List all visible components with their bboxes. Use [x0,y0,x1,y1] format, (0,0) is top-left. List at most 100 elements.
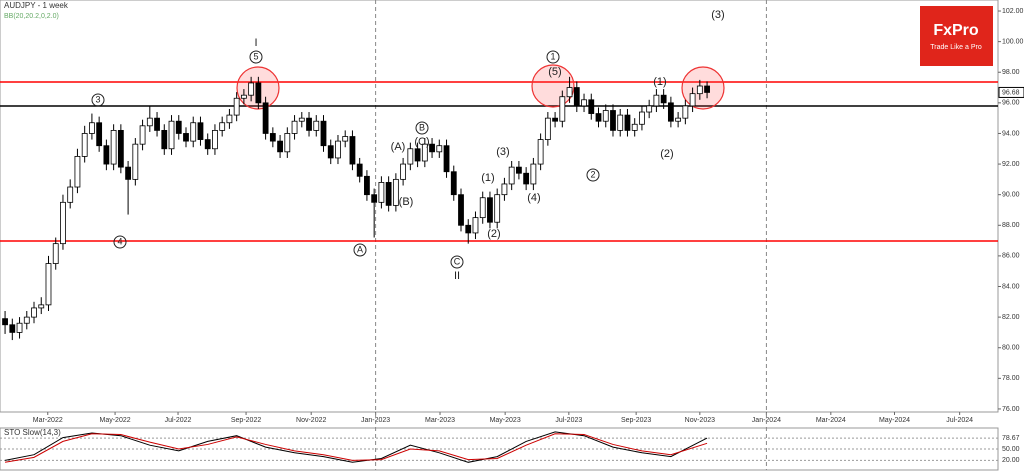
candle-body [552,117,558,122]
y-tick-label: 90.00 [1002,192,1020,199]
candle-body [400,163,407,180]
candle-body [269,133,276,142]
candle-body [465,224,472,234]
wave-label: (3) [711,9,724,21]
candle-body [255,82,262,104]
wave-label: C [454,256,461,266]
candle-body [414,148,421,162]
candle-body [696,85,703,95]
wave-label: 5 [253,51,258,61]
candle-body [566,87,573,98]
candle-body [74,156,81,188]
x-tick-label: Mar-2024 [816,417,846,424]
candle-body [327,145,334,159]
wave-label: 1 [550,51,555,61]
x-tick-label: Sep-2023 [621,417,651,424]
candle-body [544,117,551,140]
logo: FxPro [933,22,979,39]
candle-body [530,163,537,185]
x-tick-label: Jul-2024 [946,417,973,424]
x-tick-label: Nov-2023 [685,417,715,424]
candle-body [226,114,233,124]
candle-body [298,117,305,122]
candle-body [385,182,392,206]
wave-label: (A) [391,141,406,153]
candle-body [110,129,117,165]
candle-body [89,122,95,134]
candle-body [197,122,204,140]
candle-body [349,136,356,165]
y-tick-label: 82.00 [1002,314,1020,321]
wave-label: A [357,244,363,254]
y-tick-label: 100.00 [1002,38,1024,45]
candle-body [371,194,378,203]
y-tick-label: 98.00 [1002,69,1020,76]
candle-body [595,113,602,122]
wave-circle [586,168,600,182]
candle-body [320,120,327,147]
price-label: 96.68 [1002,89,1020,96]
candle-body [16,322,23,333]
y-tick-label: 88.00 [1002,222,1020,229]
candle-body [262,102,269,134]
candle-body [378,182,385,203]
candle-body [190,122,197,142]
candle-body [407,148,414,165]
x-tick-label: Sep-2022 [231,417,261,424]
candle-body [631,123,638,131]
candle-body [81,133,88,157]
candle-body [291,120,298,134]
candle-body [313,120,320,131]
wave-label: (1) [653,76,666,88]
candle-body [646,105,653,113]
candle-body [516,166,522,174]
candle-body [219,122,226,131]
plot-frame [0,0,999,413]
candle-body [523,172,530,185]
candle-body [60,201,66,245]
y-tick-label: 84.00 [1002,283,1020,290]
candle-body [450,171,457,196]
chart-subtitle: BB(20,20.2,0,2.0) [4,13,59,20]
candle-body [624,114,631,131]
candle-body [23,316,30,324]
candle-body [537,139,544,165]
y-tick-label: 96.00 [1002,100,1020,107]
y-tick-label: 94.00 [1002,130,1020,137]
candle-body [660,94,667,104]
candle-body [356,163,363,177]
x-tick-label: Jul-2023 [555,417,582,424]
x-tick-label: May-2022 [100,417,131,424]
candle-body [240,94,247,99]
x-tick-label: Mar-2023 [425,417,455,424]
y-tick-label: 86.00 [1002,253,1020,260]
y-tick-label: 78.00 [1002,375,1020,382]
indicator-line [4,433,708,463]
candle-body [443,145,450,173]
candle-body [132,143,139,180]
highlight-circle [681,66,725,110]
candle-body [610,110,616,131]
wave-label: I [254,37,257,49]
x-tick-label: Mar-2022 [33,417,63,424]
candle-body [458,194,464,226]
wave-label: 2 [590,169,595,179]
candle-body [704,85,710,93]
wave-label: (5) [548,66,561,78]
indicator-tick-label: 50.00 [1002,446,1020,453]
candle-body [494,194,501,223]
candle-body [67,186,74,203]
candle-body [146,117,153,127]
x-tick-label: May-2024 [879,417,910,424]
candle-body [639,111,645,125]
candle-body [667,102,674,122]
candle-body [335,140,341,159]
wave-label: (C) [414,136,429,148]
candle-body [682,105,689,119]
candle-body [277,140,283,153]
candle-body [45,263,52,306]
y-tick-label: 76.00 [1002,406,1020,413]
x-tick-label: Jul-2022 [165,417,192,424]
wave-circle [353,243,367,257]
wave-label: (3) [496,146,509,158]
